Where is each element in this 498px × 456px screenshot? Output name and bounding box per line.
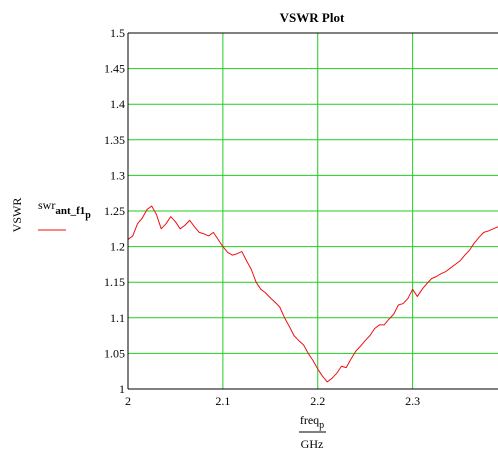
chart-title: VSWR Plot [280,10,345,25]
legend-subsub: p [85,210,91,221]
x-axis-label-numerator: freqp [300,413,324,431]
x-axis-label-num-sub: p [319,420,324,431]
y-tick-label: 1.4 [110,97,125,111]
legend-sub: ant_f1 [55,205,85,217]
x-tick-label: 2.3 [405,394,420,408]
y-tick-label: 1 [119,382,125,396]
y-tick-label: 1.05 [104,346,125,360]
x-axis-label-denominator: GHz [301,437,324,451]
y-tick-label: 1.45 [104,62,125,76]
x-tick-label: 2.2 [310,394,325,408]
legend-label: swrant_f1p [38,198,91,221]
y-tick-labels: 1 1.05 1.1 1.15 1.2 1.25 1.3 1.35 1.4 1.45 1.5 [104,26,125,396]
y-tick-label: 1.3 [110,168,125,182]
y-tick-label: 1.2 [110,240,125,254]
axes [127,32,498,390]
x-axis-label-num-main: freq [300,413,319,427]
y-tick-label: 1.1 [110,311,125,325]
x-tick-label: 2 [125,394,131,408]
x-axis-label: freqp GHz [299,413,326,451]
y-tick-label: 1.35 [104,133,125,147]
y-tick-label: 1.15 [104,275,125,289]
x-tick-label: 2.1 [215,394,230,408]
y-tick-label: 1.25 [104,204,125,218]
legend: swrant_f1p [38,198,91,231]
series-layer [127,205,498,383]
x-tick-labels: 2 2.1 2.2 2.3 [125,394,420,408]
grid-lines [128,33,498,389]
legend-name: swr [38,198,55,212]
series-line [127,205,498,383]
y-axis-label: VSWR [10,198,24,233]
y-tick-label: 1.5 [110,26,125,40]
